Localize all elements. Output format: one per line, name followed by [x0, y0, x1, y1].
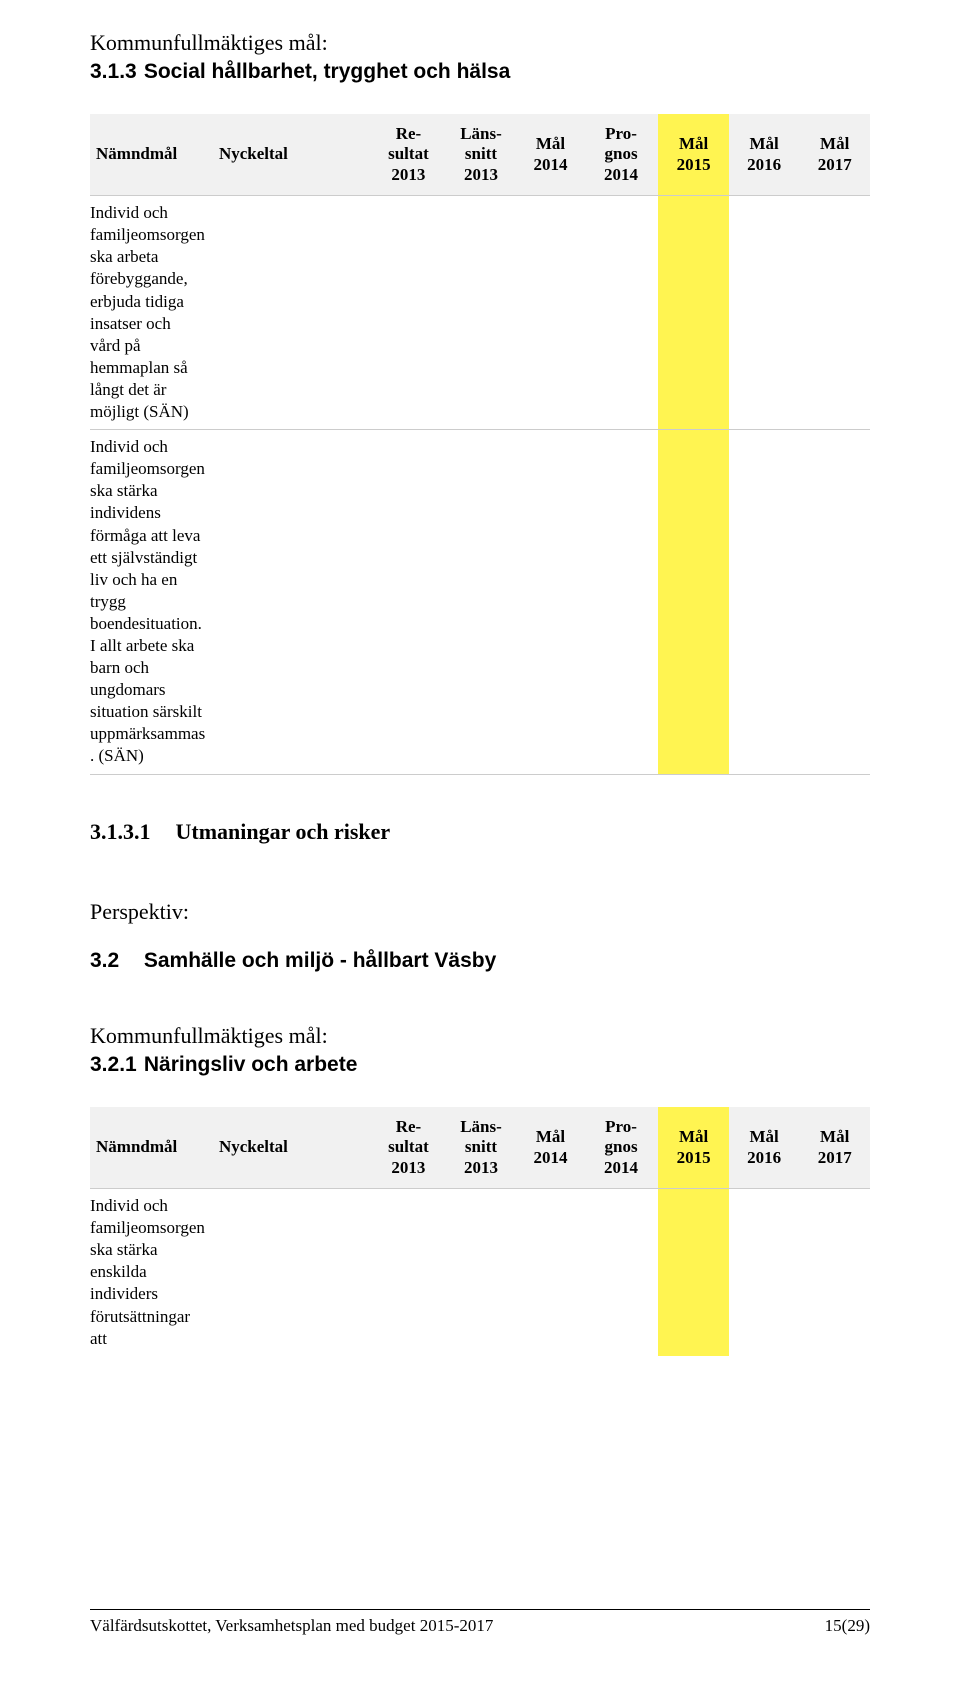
cell-mal2014	[517, 1189, 584, 1356]
table-header-row: Nämndmål Nyckeltal Re- sultat 2013 Läns-…	[90, 1107, 870, 1189]
goals-table-1: Nämndmål Nyckeltal Re- sultat 2013 Läns-…	[90, 114, 870, 775]
cell-mal2014	[517, 196, 584, 430]
cell-mal2015	[658, 1189, 729, 1356]
col-prognos: Pro- gnos 2014	[584, 1107, 659, 1189]
section-321-title: Näringsliv och arbete	[144, 1051, 358, 1079]
kf-line: Kommunfullmäktiges mål:	[90, 28, 870, 58]
cell-prognos	[584, 430, 659, 774]
section-3131-title: Utmaningar och risker	[176, 819, 391, 844]
cell-prognos	[584, 1189, 659, 1356]
cell-mal2016	[729, 196, 800, 430]
table-header-row: Nämndmål Nyckeltal Re- sultat 2013 Läns-…	[90, 114, 870, 196]
col-mal2014: Mål 2014	[517, 1107, 584, 1189]
cell-nyckeltal	[213, 196, 372, 430]
goals-table-1-wrap: Nämndmål Nyckeltal Re- sultat 2013 Läns-…	[90, 114, 870, 775]
section-313-heading: 3.1.3 Social hållbarhet, trygghet och hä…	[90, 58, 870, 86]
cell-nyckeltal	[213, 1189, 372, 1356]
section-32-num: 3.2	[90, 947, 138, 975]
col-mal2015: Mål 2015	[658, 1107, 729, 1189]
cell-mal2016	[729, 1189, 800, 1356]
kf-goal-label-2: Kommunfullmäktiges mål: 3.2.1 Näringsliv…	[90, 1021, 870, 1079]
cell-resultat	[372, 1189, 445, 1356]
cell-mal2017	[799, 196, 870, 430]
kf-goal-label: Kommunfullmäktiges mål: 3.1.3 Social hål…	[90, 28, 870, 86]
section-3131-num: 3.1.3.1	[90, 819, 170, 845]
col-namndmal: Nämndmål	[90, 114, 213, 196]
col-mal2016: Mål 2016	[729, 114, 800, 196]
cell-lanssnitt	[445, 196, 518, 430]
section-3131-heading: 3.1.3.1 Utmaningar och risker	[90, 819, 870, 845]
cell-lanssnitt	[445, 430, 518, 774]
section-313-num: 3.1.3	[90, 58, 138, 86]
col-namndmal: Nämndmål	[90, 1107, 213, 1189]
section-32-heading: 3.2 Samhälle och miljö - hållbart Väsby	[90, 947, 870, 975]
col-nyckeltal: Nyckeltal	[213, 114, 372, 196]
cell-mal2015	[658, 196, 729, 430]
table-row: Individ och familjeomsorgen ska arbeta f…	[90, 196, 870, 430]
col-lanssnitt: Läns- snitt 2013	[445, 1107, 518, 1189]
section-321-num: 3.2.1	[90, 1051, 138, 1079]
table-row: Individ och familjeomsorgen ska stärka e…	[90, 1189, 870, 1356]
col-mal2016: Mål 2016	[729, 1107, 800, 1189]
col-mal2017: Mål 2017	[799, 1107, 870, 1189]
footer-left: Välfärdsutskottet, Verksamhetsplan med b…	[90, 1616, 493, 1636]
cell-mal2016	[729, 430, 800, 774]
page-footer: Välfärdsutskottet, Verksamhetsplan med b…	[90, 1609, 870, 1636]
col-mal2015: Mål 2015	[658, 114, 729, 196]
cell-namndmal: Individ och familjeomsorgen ska stärka e…	[90, 1189, 213, 1356]
cell-mal2017	[799, 1189, 870, 1356]
col-prognos: Pro- gnos 2014	[584, 114, 659, 196]
goals-table-2: Nämndmål Nyckeltal Re- sultat 2013 Läns-…	[90, 1107, 870, 1356]
col-mal2014: Mål 2014	[517, 114, 584, 196]
footer-right: 15(29)	[825, 1616, 870, 1636]
cell-mal2015	[658, 430, 729, 774]
perspective-label: Perspektiv:	[90, 899, 870, 925]
cell-namndmal: Individ och familjeomsorgen ska arbeta f…	[90, 196, 213, 430]
cell-nyckeltal	[213, 430, 372, 774]
cell-namndmal: Individ och familjeomsorgen ska stärka i…	[90, 430, 213, 774]
col-lanssnitt: Läns- snitt 2013	[445, 114, 518, 196]
kf-line-2: Kommunfullmäktiges mål:	[90, 1021, 870, 1051]
section-32-title: Samhälle och miljö - hållbart Väsby	[144, 947, 496, 975]
cell-resultat	[372, 196, 445, 430]
col-nyckeltal: Nyckeltal	[213, 1107, 372, 1189]
table-row: Individ och familjeomsorgen ska stärka i…	[90, 430, 870, 774]
goals-table-2-wrap: Nämndmål Nyckeltal Re- sultat 2013 Läns-…	[90, 1107, 870, 1356]
section-313-title: Social hållbarhet, trygghet och hälsa	[144, 58, 510, 86]
cell-resultat	[372, 430, 445, 774]
cell-lanssnitt	[445, 1189, 518, 1356]
section-321-heading: 3.2.1 Näringsliv och arbete	[90, 1051, 870, 1079]
cell-mal2017	[799, 430, 870, 774]
col-resultat: Re- sultat 2013	[372, 114, 445, 196]
col-mal2017: Mål 2017	[799, 114, 870, 196]
col-resultat: Re- sultat 2013	[372, 1107, 445, 1189]
cell-mal2014	[517, 430, 584, 774]
cell-prognos	[584, 196, 659, 430]
